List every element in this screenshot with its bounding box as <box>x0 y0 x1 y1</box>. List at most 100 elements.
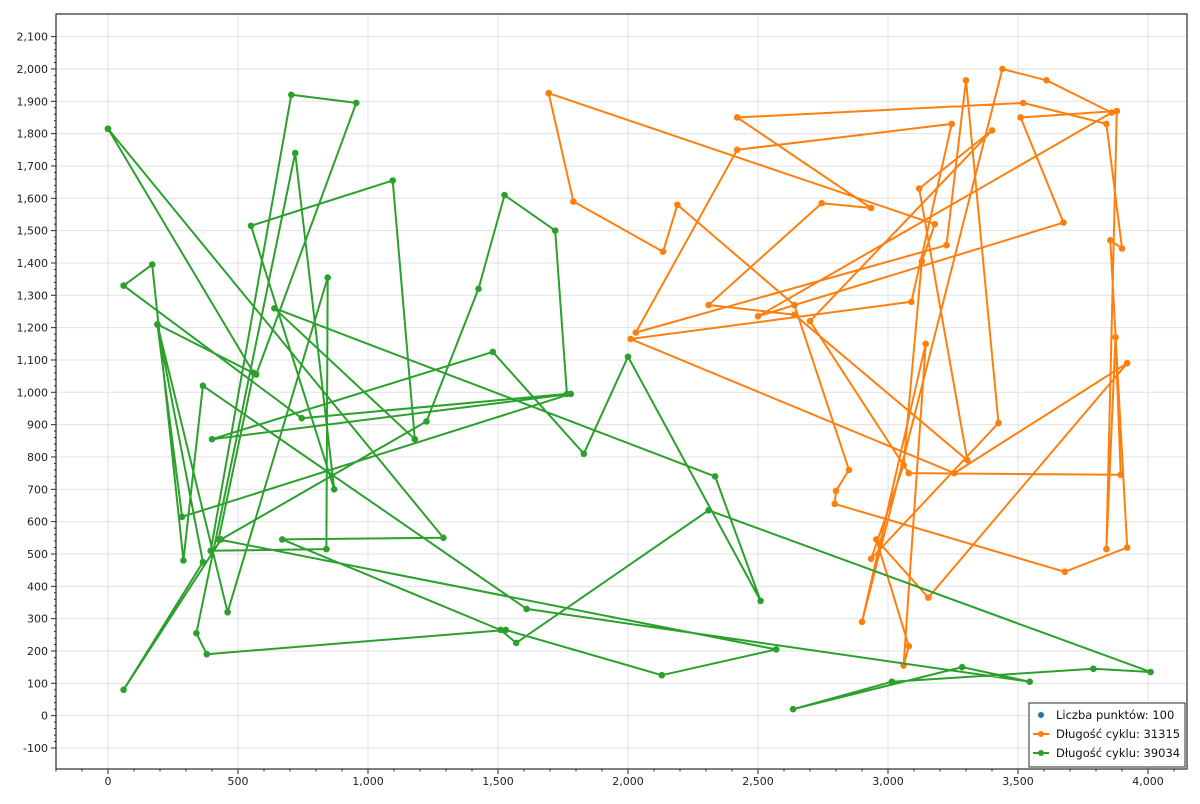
data-point <box>733 146 741 154</box>
data-point <box>905 469 913 477</box>
data-point <box>867 555 875 563</box>
data-point <box>570 198 577 205</box>
data-point <box>154 321 161 328</box>
y-tick-label: 700 <box>27 483 48 496</box>
data-point <box>900 461 907 469</box>
data-point <box>247 222 255 230</box>
data-point <box>489 348 497 356</box>
data-point <box>563 390 571 398</box>
data-point <box>1090 665 1097 673</box>
x-tick-label: 500 <box>228 775 249 788</box>
data-point <box>1026 678 1033 685</box>
data-point <box>632 329 640 336</box>
legend-marker-swatch <box>1038 731 1044 737</box>
data-point <box>1017 114 1024 121</box>
y-tick-label: 1,400 <box>17 257 49 270</box>
data-point <box>1112 334 1119 341</box>
x-tick-label: 1,500 <box>482 775 514 788</box>
data-point <box>199 382 207 390</box>
data-point <box>411 435 419 443</box>
legend-item: Liczba punktów: 100 <box>1038 708 1174 722</box>
y-tick-label: 0 <box>41 710 48 723</box>
data-point <box>207 547 214 555</box>
y-tick-label: 1,000 <box>17 386 49 399</box>
data-point <box>1108 109 1115 116</box>
data-point <box>180 557 187 564</box>
data-point <box>791 311 798 319</box>
y-tick-label: 1,200 <box>17 322 49 335</box>
data-point <box>224 608 231 616</box>
legend-marker-swatch <box>1038 750 1044 756</box>
data-point <box>1123 359 1131 367</box>
data-point <box>523 605 530 613</box>
data-point <box>951 469 958 477</box>
data-point <box>832 487 840 495</box>
data-point <box>806 317 814 325</box>
y-axis: -100 0 100 200 300 400 500 600 700 800 900 1,000 1,1… <box>17 31 56 755</box>
data-point <box>271 304 278 312</box>
data-point <box>423 418 430 425</box>
legend-label: Liczba punktów: 100 <box>1056 708 1174 722</box>
data-point <box>291 149 299 157</box>
y-tick-label: 1,900 <box>17 95 49 108</box>
data-point <box>888 678 896 685</box>
data-point <box>1117 471 1124 479</box>
y-tick-label: 2,100 <box>17 31 49 44</box>
data-point <box>925 594 932 601</box>
data-point <box>203 650 211 658</box>
data-point <box>353 99 360 107</box>
data-point <box>193 629 200 637</box>
data-point <box>389 177 397 184</box>
data-point <box>791 301 798 309</box>
y-tick-label: 100 <box>27 677 48 690</box>
x-tick-label: 0 <box>105 775 112 788</box>
data-point <box>217 536 225 543</box>
data-point <box>501 191 508 199</box>
data-point <box>1147 668 1154 676</box>
data-point <box>502 626 510 634</box>
data-point <box>178 513 186 521</box>
data-point <box>943 241 950 249</box>
x-tick-label: 3,000 <box>872 775 904 788</box>
y-tick-label: 900 <box>27 419 48 432</box>
series-2 <box>104 91 1154 713</box>
data-point <box>948 120 955 128</box>
data-point <box>1061 568 1069 576</box>
y-tick-label: 300 <box>27 613 48 626</box>
data-point <box>988 127 996 134</box>
x-tick-label: 3,500 <box>1002 775 1034 788</box>
y-tick-label: 1,300 <box>17 289 49 302</box>
data-point <box>324 274 332 281</box>
x-tick-label: 2,500 <box>742 775 774 788</box>
data-point <box>199 558 207 566</box>
data-point <box>475 285 482 293</box>
legend-box <box>1028 702 1186 768</box>
legend-label: Długość cyklu: 31315 <box>1056 727 1180 741</box>
data-point <box>999 65 1006 73</box>
data-point <box>1118 245 1126 252</box>
series-1 <box>545 65 1131 669</box>
data-point <box>659 248 667 255</box>
x-tick-label: 1,000 <box>352 775 384 788</box>
y-tick-label: 800 <box>27 451 48 464</box>
data-point <box>104 125 112 133</box>
data-point <box>1107 237 1114 244</box>
data-point <box>705 507 712 514</box>
data-point <box>288 91 295 99</box>
y-tick-label: 1,100 <box>17 354 49 367</box>
data-point <box>278 536 286 543</box>
legend-label: Długość cyklu: 39034 <box>1056 746 1180 760</box>
y-tick-label: 1,600 <box>17 192 49 205</box>
data-point <box>624 353 632 361</box>
legend-marker-swatch <box>1038 712 1044 718</box>
data-point <box>789 705 797 713</box>
data-point <box>733 114 741 121</box>
data-point <box>858 618 866 626</box>
data-point <box>995 419 1002 427</box>
y-tick-label: 600 <box>27 516 48 529</box>
data-point <box>867 204 875 212</box>
data-point <box>323 545 330 553</box>
data-point <box>252 371 260 378</box>
data-point <box>922 340 929 348</box>
data-point <box>772 646 780 653</box>
